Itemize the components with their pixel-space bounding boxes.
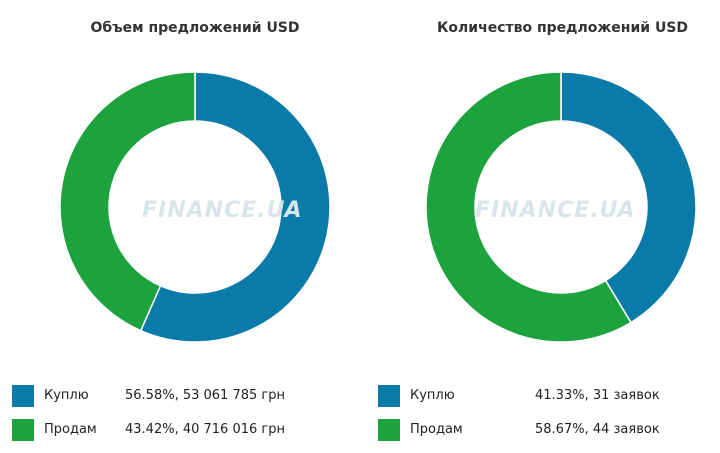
legend-value-sell: 43.42%, 40 716 016 грн — [125, 422, 285, 437]
legend-label-sell: Продам — [44, 422, 97, 437]
chart-title: Количество предложений USD — [436, 20, 689, 36]
legend-item-buy: Куплю 56.58%, 53 061 785 грн — [12, 385, 352, 407]
chart-title: Объем предложений USD — [90, 20, 300, 36]
donut-slice-buy — [560, 71, 697, 324]
legend-swatch-sell — [12, 419, 34, 441]
legend-label-buy: Куплю — [44, 388, 89, 403]
donut-slice-sell — [425, 71, 632, 343]
legend-value-buy: 41.33%, 31 заявок — [535, 388, 660, 403]
volume-donut-chart — [59, 71, 331, 343]
legend-swatch-buy — [12, 385, 34, 407]
legend-label-sell: Продам — [410, 422, 463, 437]
finance-ua-watermark: FINANCE.UA — [475, 198, 636, 223]
count-donut-chart — [425, 71, 697, 343]
donut-slice-buy — [139, 71, 331, 343]
legend-item-sell: Продам 58.67%, 44 заявок — [378, 419, 698, 441]
volume-chart-panel: Объем предложений USD FINANCE.UA Куплю 5… — [12, 20, 352, 441]
legend-label-buy: Куплю — [410, 388, 455, 403]
legend-item-sell: Продам 43.42%, 40 716 016 грн — [12, 419, 352, 441]
legend-swatch-sell — [378, 419, 400, 441]
legend-value-sell: 58.67%, 44 заявок — [535, 422, 660, 437]
legend-value-buy: 56.58%, 53 061 785 грн — [125, 388, 285, 403]
legend-item-buy: Куплю 41.33%, 31 заявок — [378, 385, 698, 407]
donut-slice-sell — [59, 71, 196, 332]
finance-ua-watermark: FINANCE.UA — [142, 198, 303, 223]
count-chart-panel: Количество предложений USD FINANCE.UA Ку… — [360, 0, 720, 453]
legend-swatch-buy — [378, 385, 400, 407]
